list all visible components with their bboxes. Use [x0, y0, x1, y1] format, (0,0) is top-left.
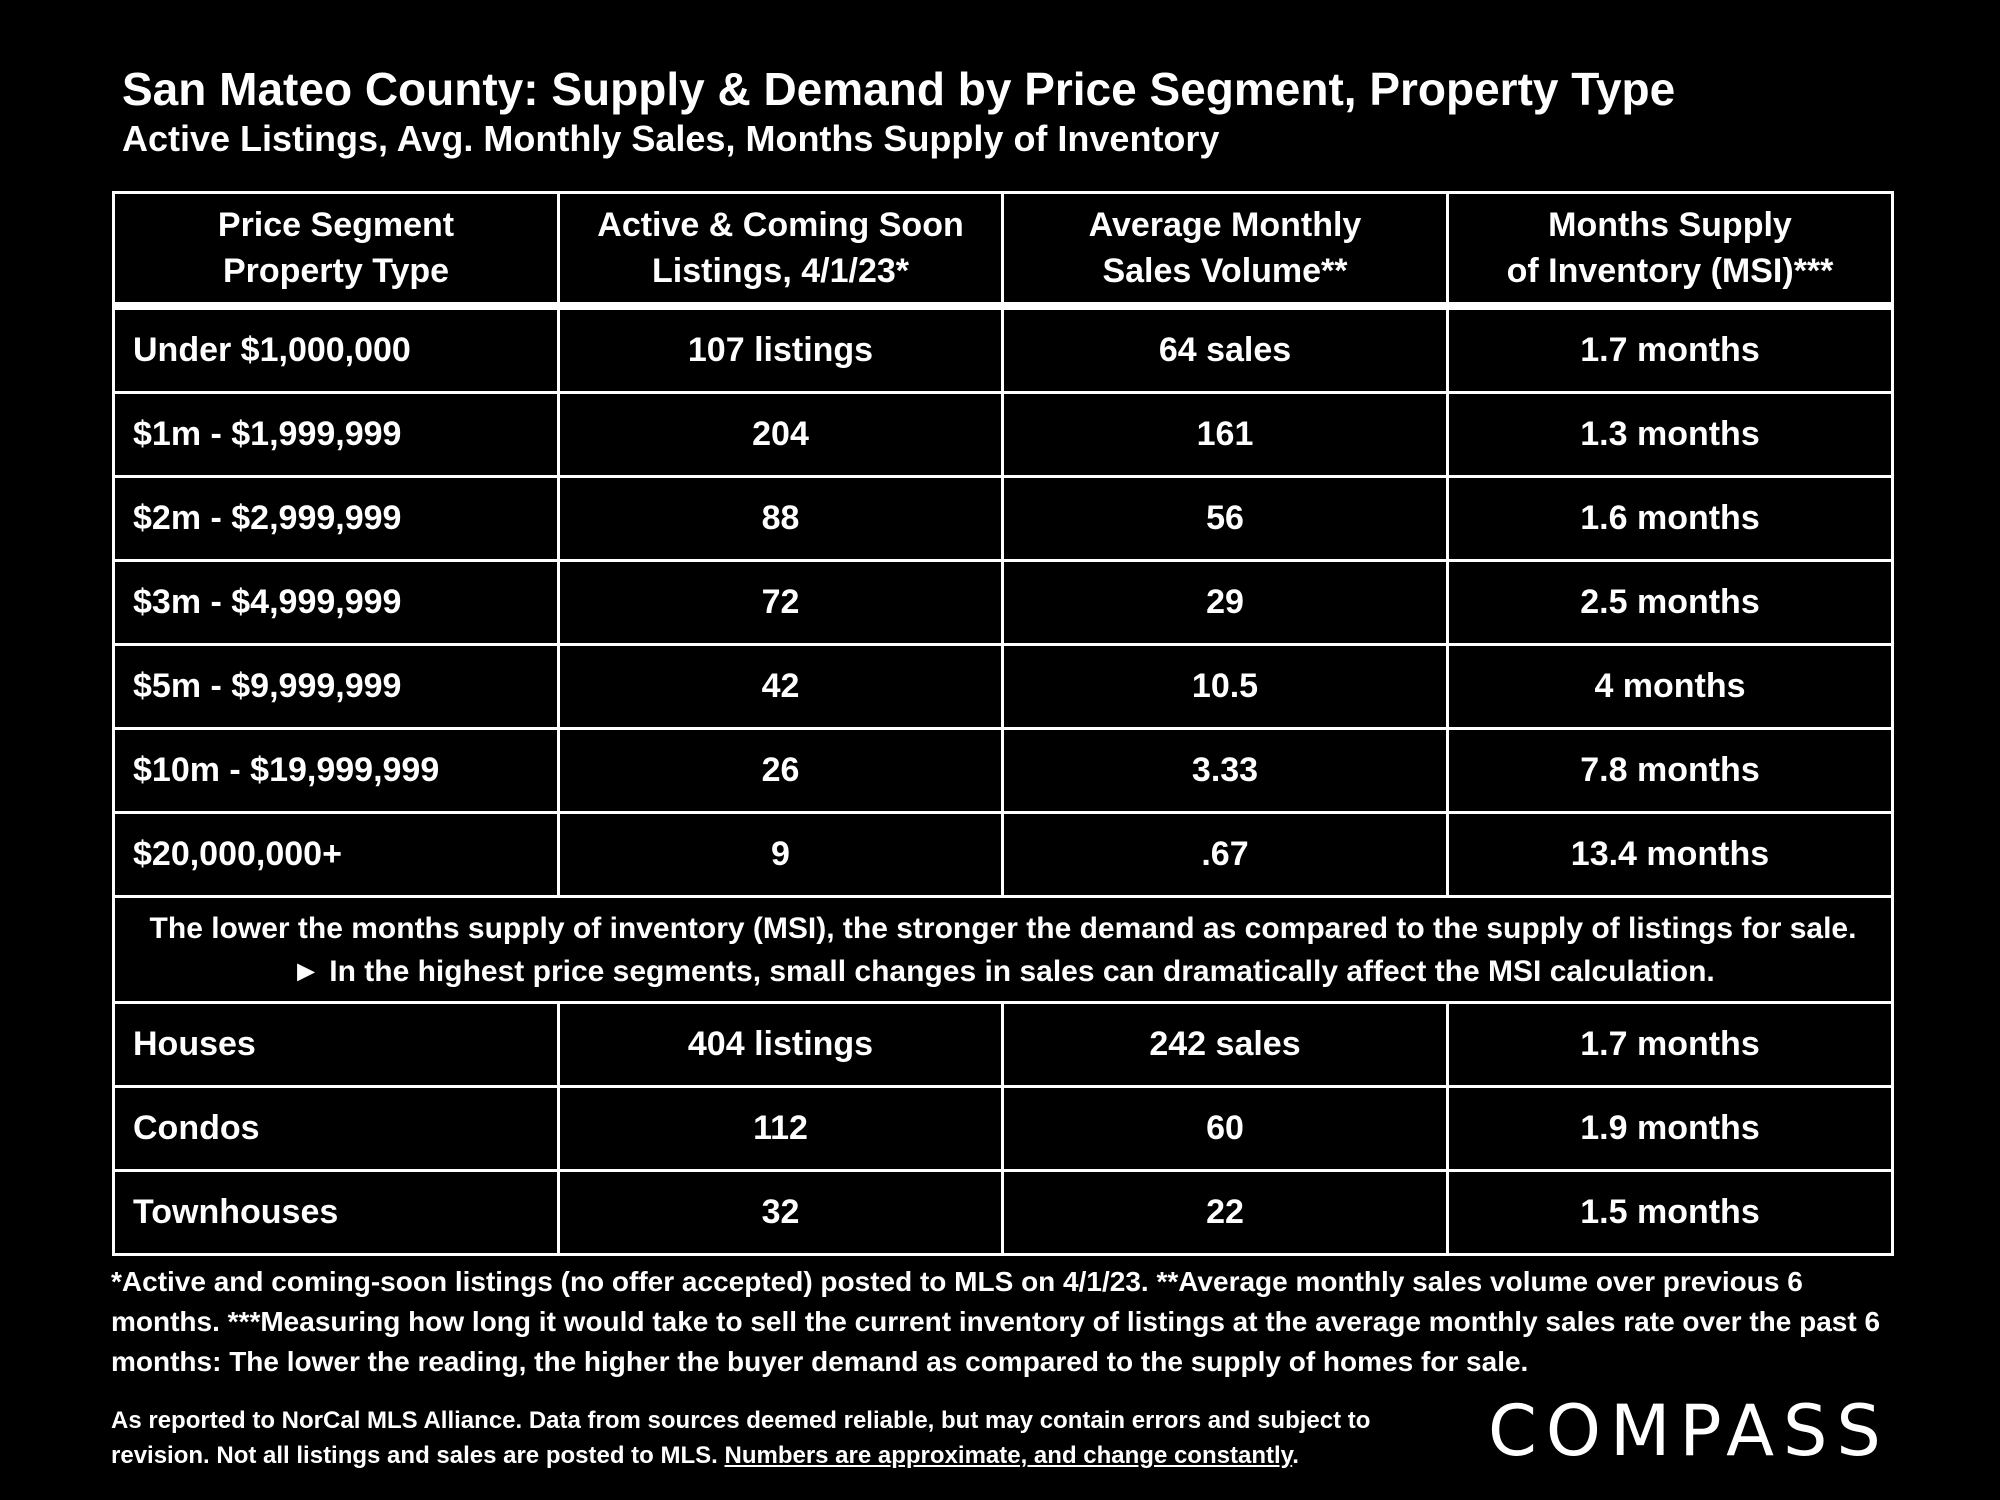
- property-type-cell: Condos: [112, 1085, 560, 1172]
- sales-cell: 64 sales: [1001, 304, 1449, 394]
- listings-cell: 107 listings: [557, 304, 1004, 394]
- msi-cell: 13.4 months: [1446, 811, 1894, 898]
- header-line: Property Type: [222, 252, 450, 290]
- segment-cell: $5m - $9,999,999: [112, 643, 560, 730]
- sales-cell: .67: [1001, 811, 1449, 898]
- page-subtitle: Active Listings, Avg. Monthly Sales, Mon…: [122, 118, 1220, 159]
- header-line: Price Segment: [217, 206, 455, 244]
- msi-cell: 4 months: [1446, 643, 1894, 730]
- property-type-cell: Houses: [112, 1001, 560, 1088]
- header-line: Sales Volume**: [1102, 252, 1348, 290]
- listings-cell: 26: [557, 727, 1004, 814]
- table-row: Under $1,000,000 107 listings 64 sales 1…: [112, 304, 1894, 394]
- header-row: Price Segment Property Type Active & Com…: [112, 191, 1894, 310]
- header-msi: Months Supply of Inventory (MSI)***: [1446, 191, 1894, 310]
- listings-cell: 32: [557, 1169, 1004, 1256]
- sales-cell: 10.5: [1001, 643, 1449, 730]
- msi-cell: 2.5 months: [1446, 559, 1894, 646]
- footnote: *Active and coming-soon listings (no off…: [111, 1266, 1881, 1377]
- msi-cell: 1.9 months: [1446, 1085, 1894, 1172]
- header-line: Listings, 4/1/23*: [652, 252, 909, 290]
- sales-cell: 242 sales: [1001, 1001, 1449, 1088]
- property-type-cell: Townhouses: [112, 1169, 560, 1256]
- note-row: The lower the months supply of inventory…: [112, 895, 1894, 1004]
- sales-cell: 161: [1001, 391, 1449, 478]
- msi-cell: 7.8 months: [1446, 727, 1894, 814]
- table-row: $3m - $4,999,999 72 29 2.5 months: [112, 559, 1894, 646]
- segment-cell: $20,000,000+: [112, 811, 560, 898]
- msi-cell: 1.6 months: [1446, 475, 1894, 562]
- table-row: Condos 112 60 1.9 months: [112, 1085, 1894, 1172]
- table-row: $10m - $19,999,999 26 3.33 7.8 months: [112, 727, 1894, 814]
- msi-cell: 1.7 months: [1446, 1001, 1894, 1088]
- listings-cell: 204: [557, 391, 1004, 478]
- sales-cell: 56: [1001, 475, 1449, 562]
- segment-cell: $2m - $2,999,999: [112, 475, 560, 562]
- header-line: of Inventory (MSI)***: [1506, 252, 1834, 290]
- source-disclaimer: As reported to NorCal MLS Alliance. Data…: [111, 1403, 1471, 1473]
- compass-logo: COMPASS: [1488, 1390, 1890, 1472]
- source-underlined-text: Numbers are approximate, and change cons…: [724, 1442, 1293, 1469]
- segment-cell: $10m - $19,999,999: [112, 727, 560, 814]
- listings-cell: 112: [557, 1085, 1004, 1172]
- table-row: Houses 404 listings 242 sales 1.7 months: [112, 1001, 1894, 1088]
- msi-cell: 1.7 months: [1446, 304, 1894, 394]
- sales-cell: 3.33: [1001, 727, 1449, 814]
- msi-note: The lower the months supply of inventory…: [112, 895, 1894, 1004]
- sales-cell: 29: [1001, 559, 1449, 646]
- supply-demand-table: Price Segment Property Type Active & Com…: [112, 191, 1894, 1256]
- listings-cell: 88: [557, 475, 1004, 562]
- header-line: Active & Coming Soon: [597, 206, 964, 244]
- header-price-segment: Price Segment Property Type: [112, 191, 560, 310]
- sales-cell: 22: [1001, 1169, 1449, 1256]
- sales-cell: 60: [1001, 1085, 1449, 1172]
- header-line: Average Monthly: [1088, 206, 1362, 244]
- listings-cell: 9: [557, 811, 1004, 898]
- table-row: $2m - $2,999,999 88 56 1.6 months: [112, 475, 1894, 562]
- segment-cell: $1m - $1,999,999: [112, 391, 560, 478]
- segment-cell: $3m - $4,999,999: [112, 559, 560, 646]
- table-row: Townhouses 32 22 1.5 months: [112, 1169, 1894, 1256]
- msi-cell: 1.5 months: [1446, 1169, 1894, 1256]
- table-row: $20,000,000+ 9 .67 13.4 months: [112, 811, 1894, 898]
- listings-cell: 404 listings: [557, 1001, 1004, 1088]
- header-line: Months Supply: [1548, 206, 1792, 244]
- table-row: $1m - $1,999,999 204 161 1.3 months: [112, 391, 1894, 478]
- listings-cell: 72: [557, 559, 1004, 646]
- table-row: $5m - $9,999,999 42 10.5 4 months: [112, 643, 1894, 730]
- header-monthly-sales: Average Monthly Sales Volume**: [1001, 191, 1449, 310]
- page-title: San Mateo County: Supply & Demand by Pri…: [122, 63, 1676, 115]
- source-text: As reported to NorCal MLS Alliance. Data…: [111, 1407, 1371, 1469]
- source-end: .: [1292, 1442, 1299, 1469]
- listings-cell: 42: [557, 643, 1004, 730]
- segment-cell: Under $1,000,000: [112, 304, 560, 394]
- header-active-listings: Active & Coming Soon Listings, 4/1/23*: [557, 191, 1004, 310]
- msi-cell: 1.3 months: [1446, 391, 1894, 478]
